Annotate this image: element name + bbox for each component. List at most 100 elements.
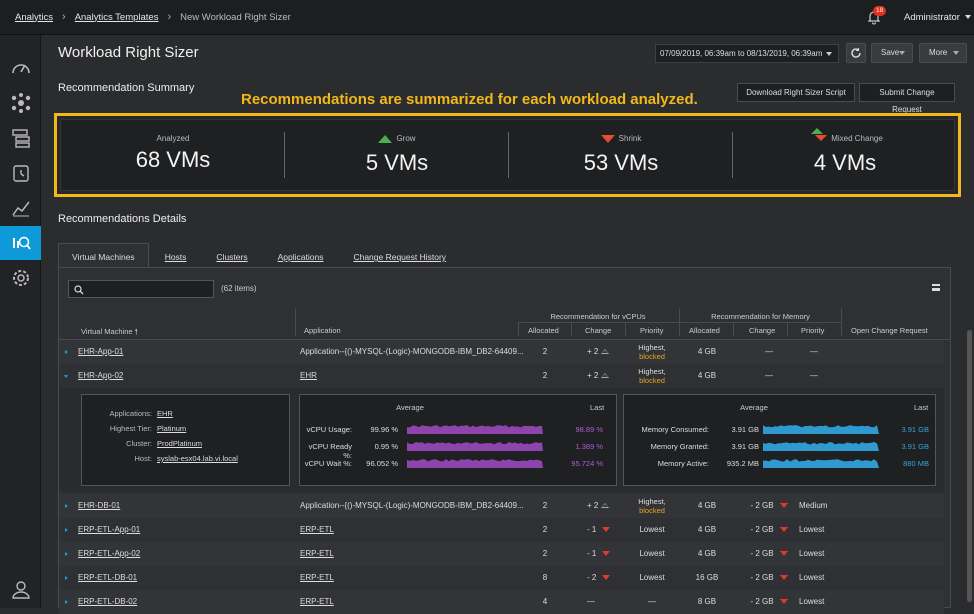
expand-row-icon[interactable]	[65, 576, 68, 580]
date-range-select[interactable]: 07/09/2019, 06:39am to 08/13/2019, 06:39…	[655, 44, 839, 63]
more-button-label: More	[929, 48, 948, 57]
col-application[interactable]: Application	[304, 326, 341, 335]
cpu-change: - 2	[587, 566, 611, 590]
application-cell[interactable]: ERP-ETL	[300, 597, 334, 606]
vcpu-metrics-box: Average Last vCPU Usage: 99.96 % 98.89 % vC…	[299, 394, 617, 486]
table-row[interactable]: EHR-App-02 EHR 2 + 2 Highest, blocked 4 GB — —	[59, 364, 944, 388]
divider	[625, 323, 626, 336]
mem-last-header: Last	[914, 403, 929, 412]
column-menu-icon[interactable]	[932, 284, 940, 291]
cpu-priority: Lowest	[639, 525, 665, 534]
mem-change: —	[765, 347, 773, 356]
settings-gear-icon[interactable]	[0, 261, 41, 295]
alarm-clock-icon[interactable]	[0, 156, 41, 190]
stat-analyzed-value: 68 VMs	[135, 147, 211, 172]
download-script-button[interactable]: Download Right Sizer Script	[737, 83, 855, 102]
expand-row-icon[interactable]	[65, 528, 68, 532]
user-profile-icon[interactable]	[0, 573, 41, 607]
submit-change-request-button[interactable]: Submit Change Request	[859, 83, 955, 114]
increase-arrow-icon	[601, 373, 610, 379]
expand-row-icon[interactable]	[65, 504, 68, 508]
mem-priority: Lowest	[799, 573, 825, 582]
expand-row-icon[interactable]	[65, 552, 68, 556]
line-chart-icon[interactable]	[0, 191, 41, 225]
cpu-metric-sparkline	[407, 442, 543, 451]
vm-name-link[interactable]: ERP-ETL-App-01	[78, 525, 141, 534]
cpu-metric-last: 98.89 %	[575, 425, 603, 434]
decrease-arrow-icon	[779, 551, 788, 557]
table-row[interactable]: EHR-DB-01 Application--{()-MYSQL-(Logic)-…	[59, 494, 944, 518]
breadcrumb-current: New Workload Right Sizer	[180, 11, 291, 23]
table-row[interactable]: ERP-ETL-App-01 ERP-ETL 2 - 1 Lowest 4 GB - 2 G…	[59, 518, 944, 542]
host-link[interactable]: syslab-esx04.lab.vi.local	[157, 454, 238, 463]
stat-shrink-value: 53 VMs	[583, 150, 659, 175]
mem-metric-sparkline	[763, 459, 879, 468]
save-button[interactable]: Save	[871, 43, 913, 63]
vm-name-link[interactable]: ERP-ETL-DB-02	[78, 597, 138, 606]
table-row[interactable]: EHR-App-01 Application--{()-MYSQL-(Logic)…	[59, 340, 944, 364]
tab-virtual-machines[interactable]: Virtual Machines	[58, 243, 149, 268]
mem-allocated: 16 GB	[695, 573, 719, 582]
mem-change: - 2 GB	[744, 518, 794, 542]
more-button[interactable]: More	[919, 43, 967, 63]
cpu-metric-average: 99.96 %	[370, 425, 398, 434]
vm-name-link[interactable]: ERP-ETL-App-02	[78, 549, 141, 558]
cpu-priority: Lowest	[639, 549, 665, 558]
vm-name-link[interactable]: EHR-App-02	[78, 371, 124, 380]
cpu-allocated: 2	[542, 549, 548, 558]
table-row[interactable]: ERP-ETL-DB-02 ERP-ETL 4 — — 8 GB - 2 GB Lowest	[59, 590, 944, 614]
memory-metrics-box: Average Last Memory Consumed: 3.91 GB 3.91…	[623, 394, 936, 486]
chevron-right-icon: ›	[167, 11, 172, 23]
application-cell[interactable]: ERP-ETL	[300, 573, 334, 582]
applications-link[interactable]: EHR	[157, 409, 173, 418]
col-cpu-change[interactable]: Change	[585, 326, 612, 335]
col-cpu-allocated[interactable]: Allocated	[528, 326, 559, 335]
save-button-label: Save	[881, 48, 900, 57]
search-input[interactable]	[68, 280, 214, 298]
vm-name-link[interactable]: ERP-ETL-DB-01	[78, 573, 138, 582]
col-virtual-machine[interactable]: Virtual Machine 🠕	[81, 327, 138, 336]
vertical-scrollbar[interactable]	[967, 330, 972, 602]
highest-tier-link[interactable]: Platinum	[157, 424, 187, 433]
table-row[interactable]: ERP-ETL-DB-01 ERP-ETL 8 - 2 Lowest 16 GB - 2 G…	[59, 566, 944, 590]
sort-up-arrow-icon: 🠕	[134, 327, 138, 336]
tab-hosts[interactable]: Hosts	[164, 252, 187, 262]
user-menu[interactable]: Administrator	[904, 12, 971, 23]
breadcrumb-analytics[interactable]: Analytics	[15, 11, 54, 23]
inventory-list-icon[interactable]	[0, 121, 41, 155]
vm-name-link[interactable]: EHR-App-01	[78, 347, 124, 356]
topology-network-icon[interactable]	[0, 86, 41, 120]
tab-clusters[interactable]: Clusters	[216, 252, 248, 262]
cpu-priority: Lowest	[639, 573, 665, 582]
application-cell[interactable]: ERP-ETL	[300, 549, 334, 558]
col-cpu-priority[interactable]: Priority	[640, 326, 664, 335]
notifications-bell-icon[interactable]: 18	[866, 6, 887, 25]
increase-arrow-icon	[601, 503, 610, 509]
mem-metric-last: 3.91 GB	[901, 442, 929, 451]
cpu-change: - 1	[587, 542, 611, 566]
decrease-arrow-icon	[779, 503, 788, 509]
col-open-change-request[interactable]: Open Change Request	[851, 326, 928, 335]
collapse-row-icon[interactable]	[64, 375, 68, 378]
col-mem-priority[interactable]: Priority	[801, 326, 825, 335]
cpu-allocated: 4	[542, 597, 548, 606]
divider	[284, 132, 285, 178]
cpu-priority: Highest, blocked	[638, 343, 666, 361]
dashboard-gauge-icon[interactable]	[0, 51, 41, 85]
header-underline	[59, 339, 950, 340]
table-row[interactable]: ERP-ETL-App-02 ERP-ETL 2 - 1 Lowest 4 GB - 2 G…	[59, 542, 944, 566]
analytics-search-icon[interactable]	[0, 226, 41, 260]
tab-applications[interactable]: Applications	[277, 252, 324, 262]
application-cell[interactable]: EHR	[300, 371, 317, 380]
application-cell[interactable]: ERP-ETL	[300, 525, 334, 534]
expand-row-icon[interactable]	[65, 600, 68, 604]
vm-name-link[interactable]: EHR-DB-01	[78, 501, 121, 510]
expand-row-icon[interactable]	[65, 350, 68, 354]
cluster-link[interactable]: ProdPlatinum	[157, 439, 203, 448]
breadcrumb-analytics-templates[interactable]: Analytics Templates	[74, 11, 159, 23]
col-mem-change[interactable]: Change	[749, 326, 776, 335]
stat-grow: Grow 5 VMs	[285, 120, 509, 190]
refresh-button[interactable]	[846, 43, 866, 63]
col-mem-allocated[interactable]: Allocated	[689, 326, 720, 335]
tab-change-request-history[interactable]: Change Request History	[353, 252, 447, 262]
